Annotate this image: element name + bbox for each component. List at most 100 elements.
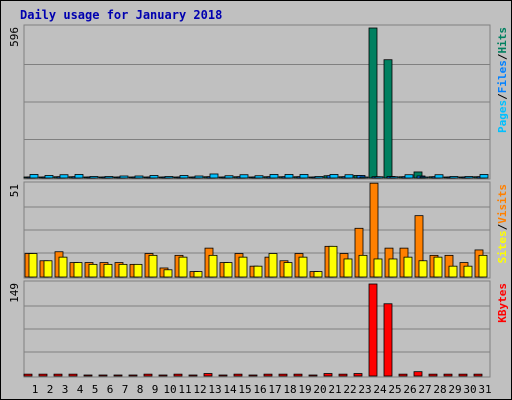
x-tick-label: 4 — [77, 383, 84, 396]
bar-kbytes-day-7 — [113, 374, 123, 377]
legend-entry: Sites — [496, 230, 509, 263]
bar-kbytes-day-11 — [173, 373, 183, 377]
bar-sites-day-11 — [178, 256, 188, 278]
bar-sites-day-20 — [313, 271, 323, 278]
bar-sites-day-19 — [298, 256, 308, 278]
x-tick-label: 2 — [47, 383, 54, 396]
x-tick-label: 24 — [373, 383, 387, 396]
x-tick-label: 29 — [448, 383, 461, 396]
x-tick-label: 14 — [223, 383, 237, 396]
panel-2-legend: Sites/Visits — [496, 184, 509, 264]
bar-kbytes-day-1 — [23, 373, 33, 377]
bar-pages-day-31 — [479, 174, 489, 179]
legend-entry: Pages — [496, 100, 509, 133]
bar-sites-day-14 — [223, 262, 233, 278]
panel-2-ymax-label: 51 — [8, 184, 21, 197]
bar-pages-day-27 — [419, 176, 429, 179]
bar-kbytes-day-20 — [308, 374, 318, 377]
bar-sites-day-10 — [163, 269, 173, 278]
bar-sites-day-28 — [433, 256, 443, 278]
panel-1-legend: Pages/Files/Hits — [496, 27, 509, 133]
bar-kbytes-day-12 — [188, 374, 198, 377]
bar-kbytes-day-30 — [458, 373, 468, 377]
x-tick-label: 19 — [298, 383, 311, 396]
bar-pages-day-14 — [224, 175, 234, 179]
chart-title: Daily usage for January 2018 — [20, 8, 223, 22]
bar-pages-day-3 — [59, 174, 69, 179]
x-tick-label: 12 — [193, 383, 206, 396]
bar-sites-day-6 — [103, 263, 113, 278]
bar-pages-day-28 — [434, 174, 444, 179]
bar-kbytes-day-10 — [158, 374, 168, 377]
x-tick-label: 6 — [107, 383, 114, 396]
bar-pages-day-6 — [104, 176, 114, 179]
bar-pages-day-23 — [359, 176, 369, 179]
bar-sites-day-15 — [238, 256, 248, 278]
x-tick-label: 9 — [152, 383, 159, 396]
bar-kbytes-day-21 — [323, 373, 333, 377]
x-tick-label: 30 — [463, 383, 476, 396]
bar-pages-day-17 — [269, 174, 279, 179]
bar-sites-day-12 — [193, 271, 203, 278]
bar-pages-day-19 — [299, 174, 309, 179]
x-tick-label: 3 — [62, 383, 69, 396]
panel-1-ymax-label: 596 — [8, 27, 21, 47]
bar-pages-day-25 — [389, 176, 399, 179]
legend-entry: Files — [496, 60, 509, 93]
x-tick-label: 11 — [178, 383, 191, 396]
bar-pages-day-4 — [74, 174, 84, 179]
bar-sites-day-22 — [343, 258, 353, 278]
bar-kbytes-day-8 — [128, 374, 138, 377]
bar-sites-day-8 — [133, 263, 143, 278]
bar-kbytes-day-6 — [98, 374, 108, 377]
bar-kbytes-day-9 — [143, 373, 153, 377]
x-tick-label: 25 — [388, 383, 401, 396]
bar-kbytes-day-27 — [413, 371, 423, 377]
bar-pages-day-12 — [194, 175, 204, 179]
x-tick-label: 10 — [163, 383, 176, 396]
bar-kbytes-day-17 — [263, 373, 273, 377]
x-tick-label: 17 — [268, 383, 281, 396]
bar-kbytes-day-31 — [473, 373, 483, 377]
bar-kbytes-day-29 — [443, 373, 453, 377]
bar-pages-day-9 — [149, 175, 159, 179]
x-tick-label: 5 — [92, 383, 99, 396]
bar-kbytes-day-3 — [53, 373, 63, 377]
bar-sites-day-17 — [268, 253, 278, 278]
bar-pages-day-13 — [209, 173, 219, 179]
bar-pages-day-20 — [314, 176, 324, 179]
bar-pages-day-11 — [179, 175, 189, 179]
bar-kbytes-day-22 — [338, 373, 348, 377]
bar-hits-day-25 — [383, 59, 393, 179]
bar-sites-day-21 — [328, 245, 338, 278]
bar-pages-day-24 — [374, 176, 384, 179]
bar-pages-day-1 — [29, 174, 39, 179]
x-tick-label: 15 — [238, 383, 251, 396]
bar-kbytes-day-5 — [83, 374, 93, 377]
bar-sites-day-4 — [73, 262, 83, 278]
x-tick-label: 28 — [433, 383, 446, 396]
bar-pages-day-30 — [464, 176, 474, 179]
legend-entry: / — [496, 53, 509, 60]
bar-pages-day-5 — [89, 176, 99, 179]
x-tick-label: 27 — [418, 383, 431, 396]
x-tick-label: 22 — [343, 383, 356, 396]
legend-entry: / — [496, 223, 509, 230]
x-tick-label: 26 — [403, 383, 416, 396]
bar-sites-day-23 — [358, 254, 368, 278]
bar-pages-day-10 — [164, 176, 174, 179]
bar-pages-day-15 — [239, 174, 249, 179]
bar-sites-day-24 — [373, 258, 383, 278]
x-tick-label: 21 — [328, 383, 341, 396]
bar-sites-day-27 — [418, 260, 428, 278]
bar-sites-day-7 — [118, 263, 128, 278]
bar-pages-day-18 — [284, 174, 294, 179]
bar-pages-day-7 — [119, 175, 129, 179]
bar-pages-day-8 — [134, 175, 144, 179]
legend-entry: Hits — [496, 27, 509, 54]
legend-entry: KBytes — [496, 283, 509, 323]
bar-kbytes-day-16 — [248, 374, 258, 377]
bar-kbytes-day-4 — [68, 373, 78, 377]
